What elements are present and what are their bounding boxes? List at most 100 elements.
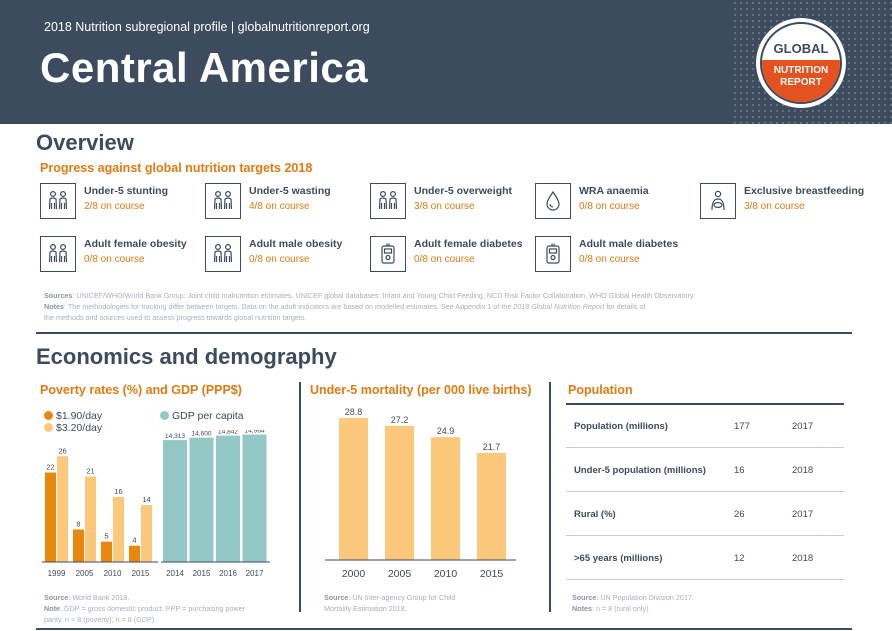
blood-drop-icon (535, 183, 571, 219)
gdp-tick-label: 2017 (246, 569, 264, 578)
target-name: Adult male diabetes (579, 238, 679, 250)
gdp-label: 14,600 (191, 431, 212, 438)
gdp-bar (242, 434, 267, 562)
row-year: 2018 (792, 553, 814, 564)
target-status: 0/8 on course (249, 254, 310, 265)
poverty-tick-label: 1999 (48, 569, 66, 578)
section-divider (36, 332, 852, 334)
poverty-bar-190 (101, 541, 112, 562)
legend-320: $3.20/day (44, 422, 102, 434)
poverty-bar-320 (57, 456, 68, 562)
target-name: Adult female obesity (84, 238, 187, 250)
gdp-bar (189, 437, 214, 562)
table-row: >65 years (millions) 12 2018 (566, 536, 844, 580)
poverty-label-320: 21 (86, 467, 94, 476)
gdp-label: 14,964 (244, 430, 265, 435)
poverty-bar-190 (129, 545, 140, 562)
row-label: Population (millions) (574, 421, 668, 432)
mortality-label: 28.8 (345, 407, 363, 417)
logo-line-2: NUTRITION (773, 65, 829, 76)
row-label: >65 years (millions) (574, 553, 663, 564)
target-item: Adult female obesity 0/8 on course (40, 236, 200, 276)
legend-gdp: GDP per capita (160, 410, 244, 422)
logo-lower-band: NUTRITION REPORT (762, 60, 840, 102)
mortality-label: 24.9 (437, 426, 455, 436)
target-item: Under-5 stunting 2/8 on course (40, 183, 200, 223)
bottom-rule (36, 628, 852, 630)
poverty-chart-title: Poverty rates (%) and GDP (PPP$) (40, 383, 242, 397)
population-table: Population (millions) 177 2017 Under-5 po… (566, 404, 844, 580)
target-item: Adult male diabetes 0/8 on course (535, 236, 695, 276)
population-source: Source: UN Population Division 2017. Not… (572, 593, 694, 613)
row-label: Under-5 population (millions) (574, 465, 706, 476)
gdp-tick-label: 2014 (166, 569, 184, 578)
target-item: Adult female diabetes 0/8 on course (370, 236, 530, 276)
row-year: 2018 (792, 465, 814, 476)
legend-swatch-190 (44, 411, 53, 420)
poverty-bar-190 (45, 472, 56, 562)
target-name: Under-5 overweight (414, 185, 513, 197)
mortality-bar (431, 437, 460, 560)
gdp-bar (163, 440, 187, 562)
population-table-top-rule (566, 403, 844, 405)
poverty-tick-label: 2005 (76, 569, 94, 578)
target-status: 2/8 on course (84, 201, 145, 212)
target-item: Adult male obesity 0/8 on course (205, 236, 365, 276)
target-item: Under-5 overweight 3/8 on course (370, 183, 530, 223)
target-name: Under-5 stunting (84, 185, 168, 197)
mortality-label: 27.2 (391, 415, 409, 425)
logo-line-3: REPORT (780, 77, 822, 88)
poverty-bar-320 (85, 476, 96, 562)
logo-line-1: GLOBAL (773, 41, 829, 56)
target-item: Exclusive breastfeeding 3/8 on course (700, 183, 864, 223)
table-row: Population (millions) 177 2017 (566, 404, 844, 448)
poverty-label-190: 4 (132, 536, 136, 545)
column-divider-2 (549, 382, 551, 612)
row-value: 177 (734, 421, 750, 432)
target-status: 4/8 on course (249, 201, 310, 212)
target-name: Under-5 wasting (249, 185, 331, 197)
mortality-source: Source: UN Inter-agency Group for Child … (324, 593, 456, 613)
poverty-chart: 22 26 1999 8 21 2005 5 16 2010 4 14 2015 (42, 446, 158, 578)
poverty-label-190: 5 (104, 532, 108, 541)
legend-190: $1.90/day (44, 410, 102, 422)
row-value: 16 (734, 465, 745, 476)
mortality-chart-title: Under-5 mortality (per 000 live births) (310, 383, 532, 397)
poverty-bar-190 (73, 529, 84, 562)
mortality-chart: 28.8 2000 27.2 2005 24.9 2010 21.7 2015 (325, 407, 516, 580)
mortality-tick-label: 2000 (342, 568, 366, 580)
mortality-tick-label: 2005 (388, 568, 412, 580)
mortality-label: 21.7 (483, 442, 501, 452)
target-name: Exclusive breastfeeding (744, 185, 865, 197)
glucose-meter-icon (370, 236, 406, 272)
table-row: Rural (%) 26 2017 (566, 492, 844, 536)
overview-sources: Sources: UNICEF/WHO/World Bank Group: Jo… (44, 291, 695, 322)
poverty-bar-320 (141, 505, 152, 562)
glucose-meter-icon (535, 236, 571, 272)
row-label: Rural (%) (574, 509, 616, 520)
children-icon (370, 183, 406, 219)
mortality-bar (385, 425, 414, 560)
mortality-tick-label: 2010 (434, 568, 458, 580)
page-header: 2018 Nutrition subregional profile | glo… (0, 0, 892, 124)
target-status: 0/8 on course (579, 254, 640, 265)
target-status: 3/8 on course (744, 201, 805, 212)
targets-subtitle: Progress against global nutrition target… (40, 161, 313, 175)
legend-swatch-320 (44, 423, 53, 432)
mortality-bar (477, 452, 506, 560)
target-name: Adult male obesity (249, 238, 343, 250)
adults-icon (205, 236, 241, 272)
poverty-label-190: 22 (46, 463, 54, 472)
population-title: Population (568, 383, 633, 397)
target-item: WRA anaemia 0/8 on course (535, 183, 695, 223)
target-item: Under-5 wasting 4/8 on course (205, 183, 365, 223)
children-icon (205, 183, 241, 219)
gdp-tick-label: 2016 (219, 569, 237, 578)
gdp-label: 14,313 (165, 433, 186, 440)
children-icon (40, 183, 76, 219)
target-status: 0/8 on course (84, 254, 145, 265)
row-year: 2017 (792, 421, 814, 432)
poverty-source: Source: World Bank 2018. Note: GDP = gro… (44, 593, 246, 624)
poverty-label-320: 26 (58, 446, 66, 455)
poverty-tick-label: 2015 (132, 569, 150, 578)
